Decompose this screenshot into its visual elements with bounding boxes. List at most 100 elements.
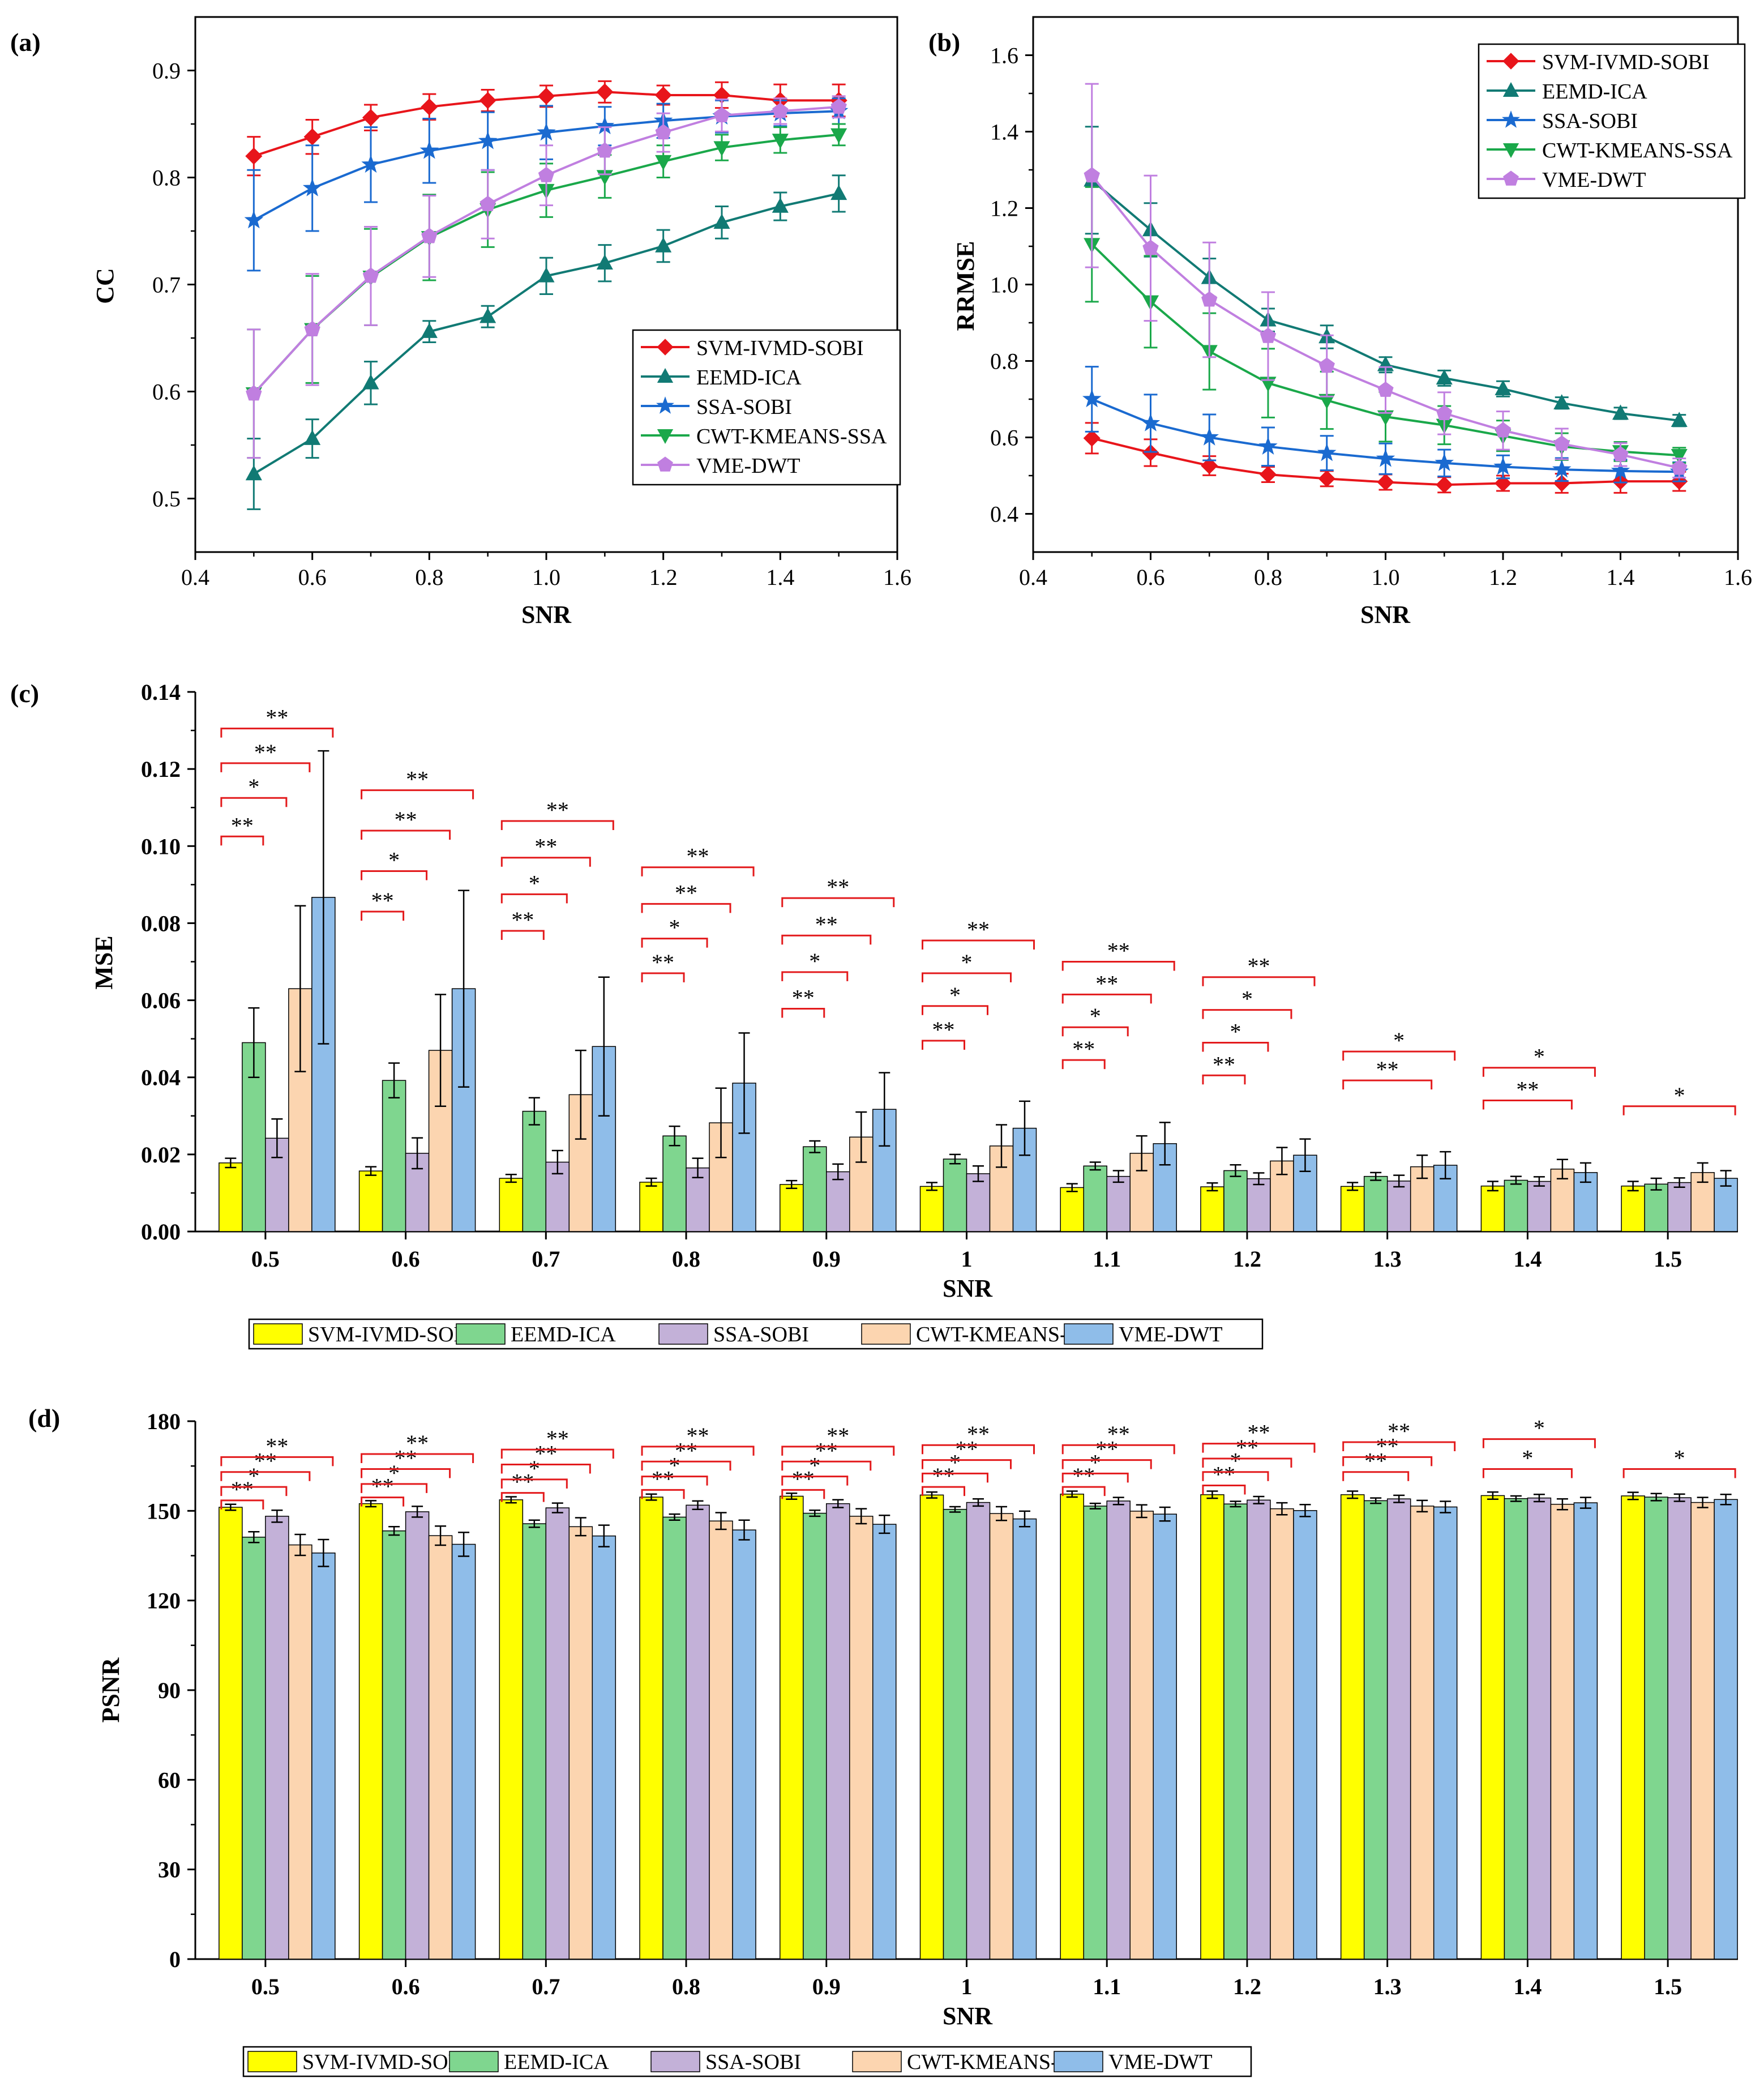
legend-entry: SSA-SOBI <box>696 395 792 419</box>
legend-swatch <box>253 1323 303 1345</box>
y-axis-label: MSE <box>90 935 118 989</box>
significance-bracket <box>1622 1468 1736 1478</box>
series-vme-dwt <box>311 1494 1738 1960</box>
legend-swatch <box>1054 2051 1103 2072</box>
significance-mark: ** <box>967 1421 990 1447</box>
bar <box>358 1170 383 1232</box>
bar <box>499 1178 524 1232</box>
data-point <box>302 178 322 196</box>
significance-bracket <box>641 1460 731 1471</box>
legend: SVM-IVMD-SOBIEEMD-ICASSA-SOBICWT-KMEANS-… <box>632 329 901 486</box>
x-tick-label: 0.5 <box>251 1246 280 1272</box>
significance-mark: ** <box>511 907 534 933</box>
legend-entry: CWT-KMEANS-SSA <box>1542 139 1733 163</box>
data-point <box>1082 389 1102 408</box>
data-point <box>655 155 672 170</box>
bar <box>803 1512 827 1960</box>
data-point <box>1377 473 1394 491</box>
y-tick-label: 0.02 <box>141 1142 181 1168</box>
significance-mark: ** <box>395 1445 417 1470</box>
bar <box>242 1537 266 1960</box>
bar <box>662 1516 687 1960</box>
significance-mark: * <box>1393 1028 1405 1053</box>
x-tick-label: 1.2 <box>1233 1246 1261 1272</box>
significance-bracket <box>781 1476 849 1486</box>
data-point <box>1377 381 1394 397</box>
bar <box>1083 1506 1107 1960</box>
bar <box>803 1146 827 1232</box>
legend-marker <box>1501 110 1521 128</box>
bar <box>545 1507 570 1960</box>
significance-bracket <box>500 1492 545 1502</box>
series-svm-ivmd-sobi <box>219 1490 1645 1960</box>
y-tick-label: 0.12 <box>141 756 181 782</box>
bar <box>1550 1503 1575 1960</box>
data-point <box>1436 369 1453 385</box>
panel-label: (d) <box>28 1404 60 1433</box>
significance-mark: ** <box>534 1441 557 1466</box>
y-tick-label: 0.8 <box>990 349 1018 374</box>
bar <box>499 1499 524 1960</box>
significance-mark: ** <box>371 888 394 913</box>
significance-bracket <box>1342 1456 1433 1466</box>
significance-mark: ** <box>932 1017 955 1042</box>
data-point <box>830 128 847 144</box>
data-point <box>1552 459 1572 478</box>
bar <box>662 1135 687 1232</box>
legend-entry: SVM-IVMD-SOBI <box>308 1323 476 1346</box>
significance-bracket <box>500 1448 614 1459</box>
significance-bracket <box>641 1489 685 1499</box>
y-tick-label: 1.2 <box>990 196 1018 221</box>
significance-bracket <box>1342 1441 1456 1451</box>
bar <box>1550 1168 1575 1232</box>
significance-bracket <box>1482 1468 1573 1478</box>
significance-mark: ** <box>1376 1057 1399 1082</box>
bar <box>1644 1183 1668 1232</box>
data-point <box>713 141 730 157</box>
data-point <box>303 128 321 146</box>
significance-mark: ** <box>956 1436 978 1462</box>
bar <box>709 1520 733 1960</box>
data-point <box>244 210 264 229</box>
x-tick-label: 0.6 <box>392 1974 420 1999</box>
bar <box>1386 1498 1411 1960</box>
x-axis-label: SNR <box>943 2002 993 2030</box>
data-point <box>772 102 789 118</box>
significance-bracket <box>922 972 1012 982</box>
x-tick-label: 1.6 <box>883 565 911 590</box>
x-tick-label: 0.8 <box>672 1974 700 1999</box>
data-point <box>655 124 671 140</box>
data-point <box>654 86 672 104</box>
y-tick-label: 180 <box>147 1409 181 1434</box>
significance-mark: ** <box>406 767 429 792</box>
bar <box>1690 1502 1715 1960</box>
significance-mark: ** <box>792 985 815 1011</box>
bar <box>1621 1185 1645 1232</box>
significance-mark: * <box>809 948 820 974</box>
significance-mark: ** <box>254 739 277 765</box>
significance-bracket <box>1061 1444 1175 1455</box>
bar <box>826 1171 850 1232</box>
bar <box>943 1158 967 1232</box>
y-tick-label: 0.4 <box>990 502 1018 527</box>
significance-bracket <box>1061 1459 1152 1469</box>
series-vme-dwt <box>311 750 1738 1232</box>
significance-mark: ** <box>231 1477 254 1502</box>
data-point <box>772 134 789 149</box>
data-point <box>479 92 496 109</box>
data-point <box>1435 453 1454 472</box>
data-point <box>1494 474 1512 492</box>
bar <box>1340 1494 1365 1960</box>
x-tick-label: 1.2 <box>1489 565 1517 590</box>
data-point <box>245 465 262 481</box>
y-tick-label: 0.08 <box>141 910 181 936</box>
data-point <box>479 195 496 211</box>
x-tick-label: 0.6 <box>298 565 327 590</box>
significance-bracket <box>1202 1484 1246 1495</box>
y-tick-label: 120 <box>147 1588 181 1614</box>
significance-bracket <box>1342 1079 1433 1090</box>
significance-bracket <box>781 1489 825 1499</box>
panel-b: (b) 0.4 0.6 0.8 1.0 1.2 1.4 1.6 0.4 0.6 0.8 1.0 1.2 1… <box>928 16 1752 628</box>
x-tick-label: 1.0 <box>1372 565 1400 590</box>
